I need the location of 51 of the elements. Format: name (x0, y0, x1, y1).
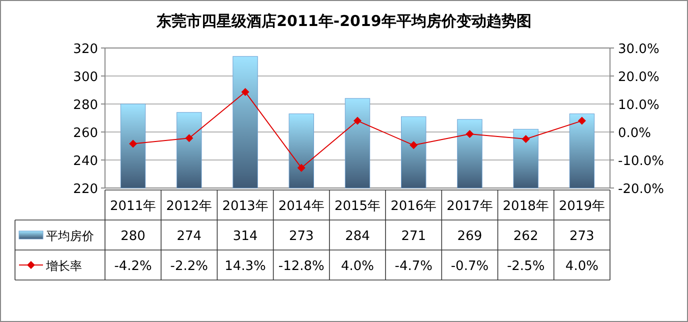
x-tick-label: 2018年 (502, 199, 549, 214)
y-tick-label: 320 (73, 42, 98, 57)
legend-label: 增长率 (45, 259, 82, 273)
legend-label: 平均房价 (46, 229, 94, 243)
y2-tick-label: 10.0% (618, 98, 660, 113)
y2-tick-label: -10.0% (618, 154, 664, 169)
point (185, 134, 194, 142)
data-label: 14.3% (224, 259, 266, 274)
data-label: 4.0% (340, 259, 374, 274)
y-tick-label: 240 (73, 154, 98, 169)
data-label: 273 (288, 229, 314, 244)
data-label: -12.8% (278, 259, 324, 274)
data-label: 280 (120, 229, 146, 244)
x-tick-label: 2012年 (166, 199, 212, 214)
data-label: 269 (457, 229, 482, 244)
data-label: -4.2% (114, 259, 152, 274)
data-label: -0.7% (450, 259, 489, 274)
point (354, 116, 362, 125)
data-label: 274 (176, 229, 202, 244)
point (241, 88, 250, 96)
data-label: 262 (513, 229, 538, 244)
point (297, 164, 306, 172)
point (129, 140, 138, 148)
y-tick-label: 260 (73, 126, 98, 141)
y2-tick-label: 30.0% (618, 42, 660, 57)
point (522, 135, 530, 143)
data-label: 271 (401, 229, 426, 244)
data-label: 314 (232, 229, 258, 244)
y-tick-label: 300 (73, 70, 98, 85)
y2-tick-label: 20.0% (618, 70, 660, 85)
data-label: 284 (345, 229, 370, 244)
x-tick-label: 2011年 (110, 199, 156, 214)
data-label: 4.0% (565, 259, 598, 274)
x-tick-label: 2013年 (222, 199, 268, 214)
y-tick-label: 280 (73, 98, 98, 113)
data-label: 273 (570, 229, 594, 244)
data-label: -4.7% (394, 259, 432, 274)
data-label: -2.2% (170, 259, 208, 274)
x-tick-label: 2017年 (446, 199, 493, 214)
x-tick-label: 2015年 (334, 199, 381, 214)
point (410, 141, 418, 150)
chart-title: 东莞市四星级酒店2011年-2019年平均房价变动趋势图 (156, 12, 532, 30)
y2-tick-label: -20.0% (618, 182, 664, 197)
y-tick-label: 220 (73, 182, 98, 197)
point (578, 116, 586, 125)
point (466, 130, 474, 138)
x-tick-label: 2014年 (278, 199, 324, 214)
x-tick-label: 2019年 (558, 199, 605, 214)
data-label: -2.5% (506, 259, 545, 274)
y2-tick-label: 0.0% (618, 126, 652, 141)
x-tick-label: 2016年 (390, 199, 437, 214)
